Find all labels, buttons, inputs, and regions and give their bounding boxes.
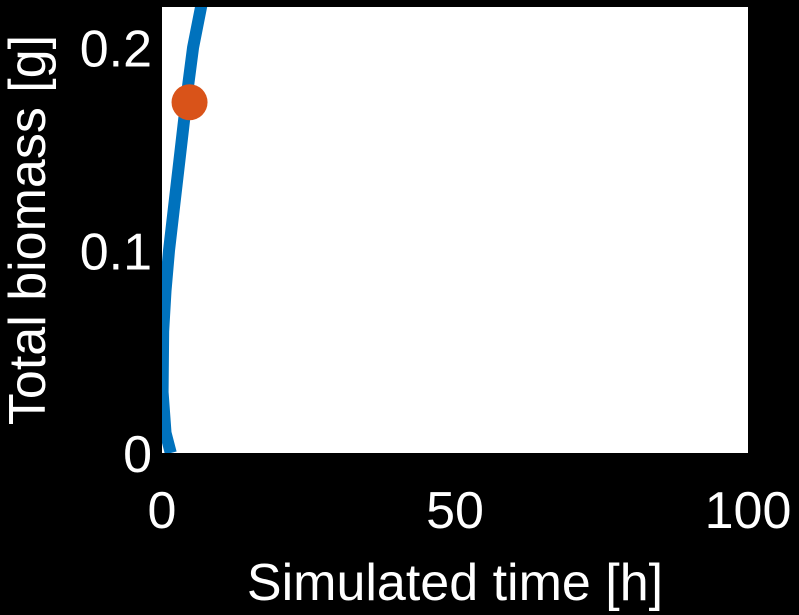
x-tick-label: 100: [705, 482, 792, 540]
plot-area: [162, 7, 748, 453]
data-marker: [171, 84, 208, 121]
x-tick-label: 50: [426, 482, 484, 540]
series-line: [162, 7, 208, 453]
y-tick-label: 0.2: [80, 21, 152, 79]
y-tick-label: 0.1: [80, 223, 152, 281]
y-axis-label: Total biomass [g]: [0, 35, 57, 425]
x-tick-label: 0: [148, 482, 177, 540]
y-tick-label: 0: [123, 426, 152, 484]
x-axis-label: Simulated time [h]: [247, 554, 663, 612]
